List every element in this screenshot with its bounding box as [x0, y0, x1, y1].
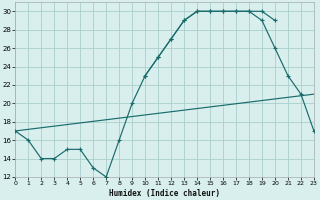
X-axis label: Humidex (Indice chaleur): Humidex (Indice chaleur): [109, 189, 220, 198]
